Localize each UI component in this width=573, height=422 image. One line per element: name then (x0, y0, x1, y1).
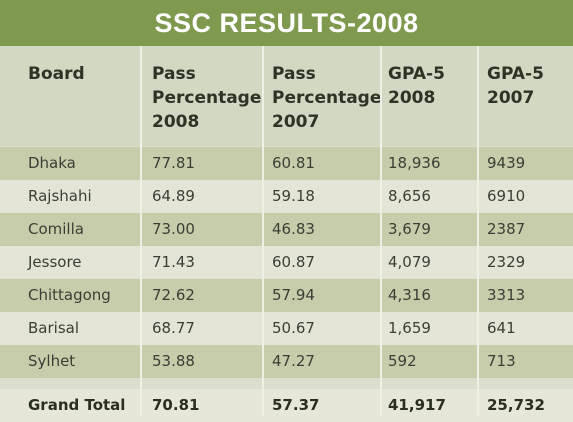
table-cell: 4,316 (388, 286, 431, 304)
header-line: Percentage (152, 88, 262, 108)
table-row: Dhaka 77.81 60.81 18,936 9439 (0, 147, 573, 180)
table-cell: 46.83 (272, 220, 315, 238)
table-row: Chittagong 72.62 57.94 4,316 3313 (0, 279, 573, 312)
table-cell: 641 (487, 319, 516, 337)
table-cell: 50.67 (272, 319, 315, 337)
table-cell: 3313 (487, 286, 526, 304)
table-cell: Sylhet (28, 352, 76, 370)
total-cell: 25,732 (487, 396, 545, 414)
total-cell: 41,917 (388, 396, 446, 414)
header-line: GPA-5 (487, 64, 544, 84)
table-cell: 59.18 (272, 187, 315, 205)
table-cell: Dhaka (28, 154, 76, 172)
table-cell: 6910 (487, 187, 526, 205)
table-row: Barisal 68.77 50.67 1,659 641 (0, 312, 573, 345)
table-cell: 53.88 (152, 352, 195, 370)
header-line: GPA-5 (388, 64, 445, 84)
header-line: 2007 (272, 112, 320, 132)
table-cell: 64.89 (152, 187, 195, 205)
total-cell: 70.81 (152, 396, 200, 414)
total-cell: Grand Total (28, 396, 126, 414)
table-cell: 71.43 (152, 253, 195, 271)
table-cell: 60.87 (272, 253, 315, 271)
column-header: GPA-5 2007 (487, 62, 544, 110)
table-cell: 8,656 (388, 187, 431, 205)
table-cell: Comilla (28, 220, 84, 238)
table-cell: 9439 (487, 154, 526, 172)
table-cell: Barisal (28, 319, 79, 337)
table-row: Rajshahi 64.89 59.18 8,656 6910 (0, 180, 573, 213)
header-line: Percentage (272, 88, 382, 108)
total-cell: 57.37 (272, 396, 320, 414)
table-cell: Chittagong (28, 286, 111, 304)
table-cell: 73.00 (152, 220, 195, 238)
header-line: 2007 (487, 88, 535, 108)
table-cell: 57.94 (272, 286, 315, 304)
table-cell: Rajshahi (28, 187, 92, 205)
column-header: Pass Percentage 2007 (272, 62, 381, 134)
header-line: Board (28, 64, 85, 84)
table-cell: 72.62 (152, 286, 195, 304)
table-cell: 47.27 (272, 352, 315, 370)
table-row: Jessore 71.43 60.87 4,079 2329 (0, 246, 573, 279)
column-header: GPA-5 2008 (388, 62, 445, 110)
table-cell: Jessore (28, 253, 82, 271)
title: SSC RESULTS-2008 (0, 0, 573, 46)
total-row: Grand Total 70.81 57.37 41,917 25,732 (0, 389, 573, 422)
header-line: 2008 (152, 112, 200, 132)
column-separator (262, 46, 264, 416)
table-cell: 3,679 (388, 220, 431, 238)
table-row: Sylhet 53.88 47.27 592 713 (0, 345, 573, 378)
table-row: Comilla 73.00 46.83 3,679 2387 (0, 213, 573, 246)
header-line: 2008 (388, 88, 436, 108)
table-cell: 68.77 (152, 319, 195, 337)
table-cell: 77.81 (152, 154, 195, 172)
table-cell: 592 (388, 352, 417, 370)
column-separator (380, 46, 382, 416)
table-cell: 713 (487, 352, 516, 370)
table-cell: 60.81 (272, 154, 315, 172)
column-header: Board (28, 62, 85, 86)
table-cell: 4,079 (388, 253, 431, 271)
table-cell: 2387 (487, 220, 526, 238)
column-header: Pass Percentage 2008 (152, 62, 261, 134)
table-cell: 18,936 (388, 154, 441, 172)
column-separator (140, 46, 142, 416)
results-table: Board Pass Percentage 2008 Pass Percentage 200… (0, 46, 573, 422)
column-separator (477, 46, 479, 416)
header-line: Pass (152, 64, 196, 84)
header-line: Pass (272, 64, 316, 84)
table-cell: 2329 (487, 253, 526, 271)
table-cell: 1,659 (388, 319, 431, 337)
